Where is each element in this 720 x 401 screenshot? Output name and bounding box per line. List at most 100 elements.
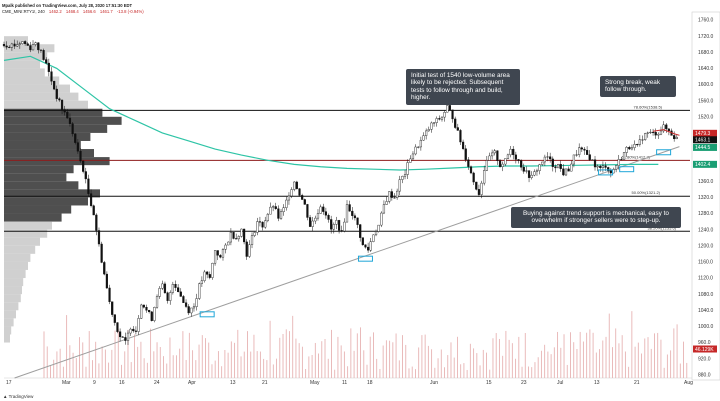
candle-body <box>298 188 301 196</box>
candle-body <box>203 271 206 281</box>
candle-body <box>401 175 404 180</box>
candle-body <box>599 165 602 169</box>
candle-body <box>124 337 127 341</box>
candle-body <box>261 221 264 228</box>
price-label-text: 1444.5 <box>695 145 711 151</box>
candle-body <box>145 307 148 311</box>
ohlc-change: -13.8 (-0.94%) <box>116 9 144 14</box>
price-tick-label: 960.0 <box>698 340 711 346</box>
candle-body <box>488 155 491 161</box>
price-tick-label: 1560.0 <box>698 98 714 104</box>
candle-body <box>216 250 219 256</box>
support-touch-highlight <box>656 149 672 156</box>
candle-body <box>279 211 283 219</box>
candle-body <box>546 156 549 158</box>
candle-body <box>190 307 193 314</box>
volume-profile-row <box>4 197 88 206</box>
candle-body <box>451 109 454 120</box>
candle-body <box>250 235 254 245</box>
candle-body <box>195 298 198 307</box>
candle-body <box>541 161 544 165</box>
candle-body <box>628 147 631 150</box>
candle-body <box>454 118 457 128</box>
price-label-tag <box>693 345 717 353</box>
time-tick-label: Aug <box>684 380 693 386</box>
volume-profile-row <box>4 44 55 53</box>
candle-body <box>327 215 330 220</box>
candle-body <box>667 128 670 132</box>
time-tick-label: 11 <box>342 380 347 386</box>
volume-profile-row <box>4 237 40 246</box>
candle-body <box>435 118 438 123</box>
volume-profile-row <box>4 310 16 319</box>
candle-body <box>625 147 628 153</box>
candle-body <box>477 189 481 195</box>
volume-profile-row <box>4 76 60 85</box>
candle-body <box>372 234 375 242</box>
candle-body <box>155 296 159 308</box>
price-label-text: 1402.4 <box>695 162 711 168</box>
time-tick-label: 17 <box>6 380 12 386</box>
candle-body <box>34 42 37 45</box>
ohlc-low: 1456.6 <box>82 9 96 14</box>
candle-body <box>385 201 388 205</box>
header-ohlc: CME_MINI:RTY1!, 240 1462.2 1468.4 1456.6… <box>2 9 147 14</box>
candle-body <box>227 241 230 246</box>
candle-body <box>50 71 53 82</box>
candle-body <box>116 322 119 332</box>
price-tick-label: 880.0 <box>698 372 711 378</box>
candle-body <box>18 43 21 45</box>
candle-body <box>303 199 306 205</box>
fib-level-label: 78.60%(1538.5) <box>634 104 663 109</box>
price-tick-label: 1280.0 <box>698 211 714 217</box>
time-tick-label: 21 <box>634 380 640 386</box>
candle-body <box>97 230 101 245</box>
candle-body <box>282 207 285 212</box>
candle-body <box>258 221 262 223</box>
candle-body <box>314 217 317 222</box>
candle-body <box>137 318 140 332</box>
candle-body <box>572 154 576 165</box>
candle-body <box>472 172 475 183</box>
short-ma-line <box>652 129 680 136</box>
candle-body <box>440 116 444 120</box>
volume-profile-row <box>4 286 22 295</box>
candle-body <box>95 214 98 231</box>
trend-support-line <box>14 146 680 379</box>
candle-body <box>16 44 19 47</box>
volume-profile-row <box>4 189 100 198</box>
candle-body <box>60 99 64 110</box>
candle-body <box>498 160 502 167</box>
volume-profile-row <box>4 221 52 230</box>
volume-profile-row <box>4 108 103 117</box>
candle-body <box>596 165 599 168</box>
candle-body <box>21 41 24 44</box>
candle-body <box>417 146 420 148</box>
candle-body <box>483 170 486 184</box>
candle-body <box>264 220 267 228</box>
candle-body <box>153 307 156 321</box>
volume-profile-row <box>4 124 108 133</box>
candle-body <box>345 204 349 223</box>
candle-body <box>564 168 568 176</box>
candle-body <box>58 98 61 101</box>
candle-body <box>382 204 386 214</box>
price-tick-label: 1200.0 <box>698 243 714 249</box>
price-tick-label: 1640.0 <box>698 66 714 72</box>
candle-body <box>166 292 169 301</box>
candle-body <box>361 237 364 246</box>
price-tick-label: 920.0 <box>698 356 711 362</box>
candle-body <box>221 249 225 258</box>
candle-body <box>63 109 66 113</box>
price-label-tag <box>693 143 717 151</box>
time-tick-label: 9 <box>93 380 96 386</box>
volume-profile-row <box>4 165 74 174</box>
candle-body <box>409 158 412 163</box>
volume-profile-row <box>4 92 79 101</box>
candle-body <box>66 111 69 119</box>
candle-body <box>319 206 322 214</box>
support-touch-highlight <box>619 166 635 173</box>
candle-body <box>527 170 531 178</box>
volume-profile-row <box>4 269 26 279</box>
